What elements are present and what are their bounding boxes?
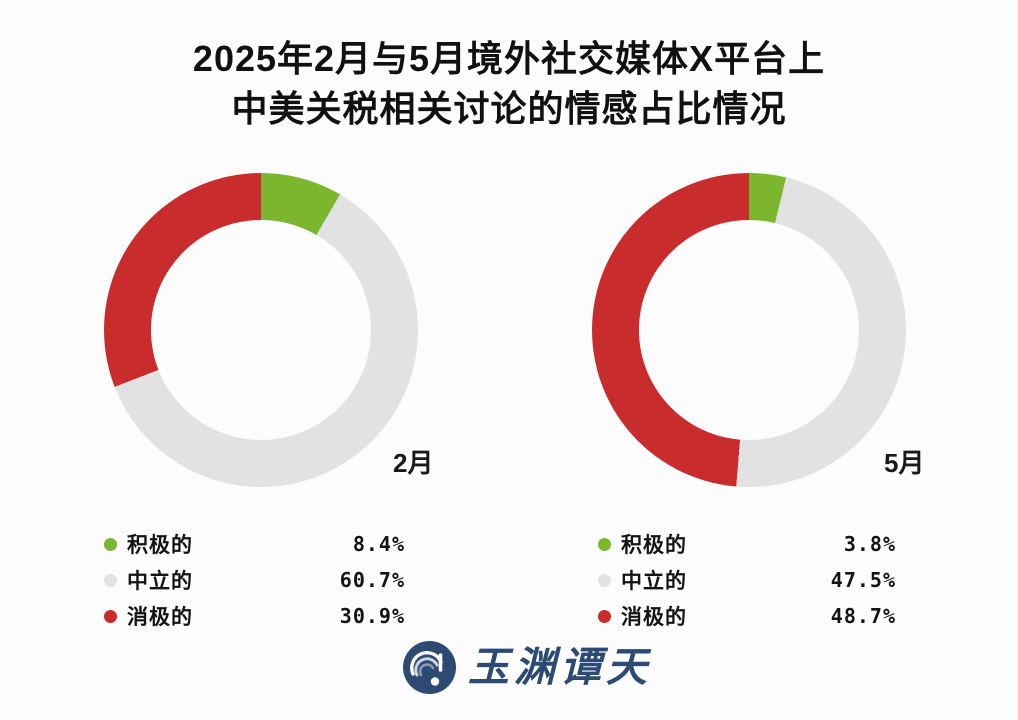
watermark: 玉渊谭天 bbox=[402, 640, 652, 695]
page-title-line1: 2025年2月与5月境外社交媒体X平台上 bbox=[192, 38, 826, 79]
legend-row-positive: 积极的 8.4% bbox=[104, 532, 405, 557]
legend-label-positive: 积极的 bbox=[127, 534, 193, 557]
legend-value-negative: 30.9% bbox=[339, 604, 405, 628]
donut-ring-may bbox=[592, 173, 906, 487]
legend-value-neutral: 47.5% bbox=[830, 568, 896, 592]
legend-value-neutral: 60.7% bbox=[339, 568, 405, 592]
legend-label-neutral: 中立的 bbox=[127, 570, 193, 593]
month-label-february: 2月 bbox=[393, 448, 434, 478]
legend-label-positive: 积极的 bbox=[621, 534, 687, 557]
watermark-text: 玉渊谭天 bbox=[468, 644, 652, 690]
negative-dot-icon bbox=[598, 609, 611, 623]
month-label-may: 5月 bbox=[884, 448, 925, 478]
neutral-dot-icon bbox=[598, 573, 611, 587]
donut-hole-may bbox=[639, 220, 859, 440]
legend-row-neutral: 中立的 47.5% bbox=[598, 568, 896, 593]
legend-may: 积极的 3.8% 中立的 47.5% 消极的 48.7% bbox=[598, 532, 896, 629]
legend-row-negative: 消极的 48.7% bbox=[598, 604, 896, 629]
legend-value-positive: 8.4% bbox=[352, 532, 405, 556]
legend-label-negative: 消极的 bbox=[127, 606, 193, 629]
legend-label-neutral: 中立的 bbox=[621, 570, 687, 593]
page-title: 2025年2月与5月境外社交媒体X平台上 中美关税相关讨论的情感占比情况 bbox=[0, 34, 1018, 134]
donut-hole-february bbox=[151, 220, 371, 440]
negative-dot-icon bbox=[104, 609, 117, 623]
donut-ring-february bbox=[104, 173, 418, 487]
neutral-dot-icon bbox=[104, 573, 117, 587]
legend-row-negative: 消极的 30.9% bbox=[104, 604, 405, 629]
legend-value-negative: 48.7% bbox=[830, 604, 896, 628]
wave-logo-icon bbox=[403, 641, 456, 694]
legend-row-positive: 积极的 3.8% bbox=[598, 532, 896, 557]
legend-value-positive: 3.8% bbox=[843, 532, 896, 556]
legend-february: 积极的 8.4% 中立的 60.7% 消极的 30.9% bbox=[104, 532, 405, 629]
positive-dot-icon bbox=[598, 537, 611, 551]
legend-label-negative: 消极的 bbox=[621, 606, 687, 629]
donut-chart-may bbox=[592, 173, 906, 487]
legend-row-neutral: 中立的 60.7% bbox=[104, 568, 405, 593]
donut-chart-february bbox=[104, 173, 418, 487]
page-title-line2: 中美关税相关讨论的情感占比情况 bbox=[231, 88, 787, 129]
positive-dot-icon bbox=[104, 537, 117, 551]
